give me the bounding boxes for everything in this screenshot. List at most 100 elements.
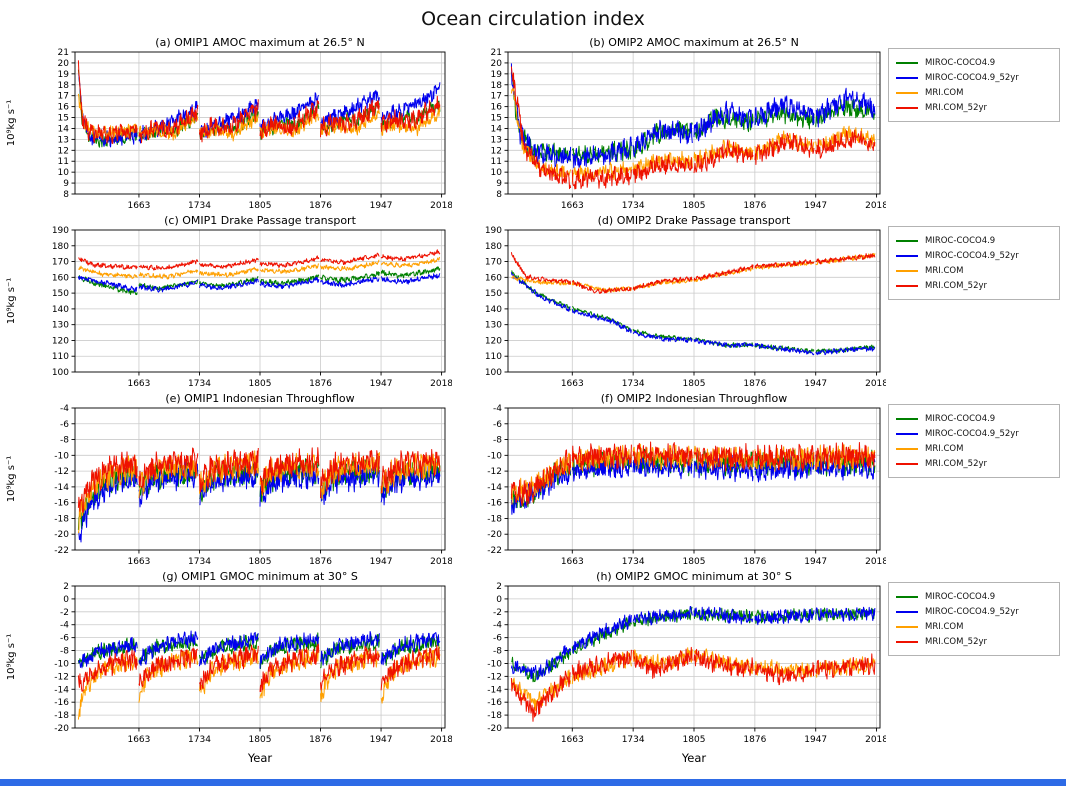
- legend-label: MIROC-COCO4.9: [925, 591, 996, 602]
- y-tick-label: -12: [487, 467, 502, 477]
- y-tick-label: 110: [485, 352, 502, 362]
- legend-line-swatch: [896, 432, 918, 435]
- y-tick-label: -18: [54, 711, 69, 721]
- legend-item: MIROC-COCO4.9: [896, 55, 1052, 70]
- y-tick-label: 140: [52, 305, 69, 315]
- y-tick-label: -8: [493, 647, 502, 657]
- y-tick-label: 130: [485, 321, 502, 331]
- y-axis: -22 -20 -18 -16 -14 -12 -10 -8 -6 -4: [54, 404, 75, 556]
- legend-line-swatch: [896, 447, 918, 450]
- x-tick-label: 1805: [249, 557, 272, 567]
- x-tick-label: 1805: [249, 201, 272, 211]
- y-tick-label: 0: [496, 595, 502, 605]
- x-tick-label: 1734: [188, 379, 211, 389]
- x-tick-label: 1947: [804, 379, 827, 389]
- plot-title: (b) OMIP2 AMOC maximum at 26.5° N: [589, 36, 799, 49]
- y-tick-label: -8: [493, 436, 502, 446]
- y-tick-label: -12: [487, 672, 502, 682]
- y-tick-label: 18: [58, 81, 70, 91]
- row-3: -22 -20 -18 -16 -14 -12 -10 -8 -6 -4 1663 1734 1805 1…: [0, 390, 1066, 568]
- y-tick-label: -22: [487, 546, 502, 556]
- y-tick-label: 160: [485, 273, 502, 283]
- x-axis: 1663 1734 1805 1876 1947 2018: [127, 728, 453, 745]
- y-tick-label: -20: [54, 724, 69, 734]
- x-tick-label: 1876: [309, 557, 332, 567]
- x-tick-label: 1876: [743, 379, 766, 389]
- y-tick-label: -4: [60, 621, 69, 631]
- subplot-b: 8 9 10 11 12 13 14 15 16 17 18 19 20 21 1663 1734 1805 18…: [460, 34, 889, 215]
- y-tick-label: -2: [493, 608, 502, 618]
- plot-title: (c) OMIP1 Drake Passage transport: [164, 214, 356, 227]
- legend-line-swatch: [896, 417, 918, 420]
- grid: [75, 229, 445, 373]
- series-MRI.COM_52yr: [77, 447, 441, 514]
- series-MRI.COM: [78, 256, 441, 280]
- legend-label: MIROC-COCO4.9: [925, 413, 996, 424]
- y-tick-label: -6: [60, 420, 69, 430]
- series-MIROC-COCO4.9_52yr: [510, 272, 876, 356]
- x-axis-label: Year: [681, 751, 707, 765]
- subplot-c: 100 110 120 130 140 150 160 170 180 190 1663 1734 18…: [0, 212, 453, 393]
- y-tick-label: -4: [60, 404, 69, 414]
- legend-label: MIROC-COCO4.9: [925, 57, 996, 68]
- x-tick-label: 1734: [188, 201, 211, 211]
- series-MIROC-COCO4.9_52yr: [77, 273, 441, 293]
- y-axis: 100 110 120 130 140 150 160 170 180 190: [52, 226, 75, 378]
- bottom-accent-bar: [0, 779, 1066, 786]
- y-tick-label: 21: [58, 48, 69, 58]
- y-tick-label: -10: [54, 659, 69, 669]
- plot-area: [510, 63, 876, 190]
- series-MRI.COM_52yr: [510, 66, 876, 190]
- series-MRI.COM_52yr: [78, 249, 441, 271]
- legend-item: MIROC-COCO4.9: [896, 233, 1052, 248]
- y-tick-label: 2: [496, 582, 502, 592]
- y-tick-label: 20: [58, 59, 70, 69]
- legend-row-3: MIROC-COCO4.9 MIROC-COCO4.9_52yr MRI.COM MR…: [888, 404, 1060, 478]
- subplot-f: -22 -20 -18 -16 -14 -12 -10 -8 -6 -4 1663 1734 1805 1…: [460, 390, 888, 571]
- plot-area: [77, 447, 441, 543]
- x-tick-label: 1947: [370, 379, 393, 389]
- y-axis-label: 10⁹kg s⁻¹: [6, 456, 17, 503]
- y-tick-label: -14: [487, 685, 502, 695]
- y-tick-label: -18: [487, 711, 502, 721]
- y-tick-label: 15: [58, 114, 69, 124]
- subplot-e: -22 -20 -18 -16 -14 -12 -10 -8 -6 -4 1663 1734 1805 1…: [0, 390, 453, 571]
- plot-area: [77, 630, 441, 720]
- y-tick-label: -16: [54, 698, 69, 708]
- y-tick-label: 16: [491, 103, 503, 113]
- x-tick-label: 1876: [309, 735, 332, 745]
- legend-line-swatch: [896, 610, 918, 613]
- y-tick-label: 180: [485, 242, 502, 252]
- x-tick-label: 1663: [561, 735, 584, 745]
- x-tick-label: 2018: [430, 557, 452, 567]
- legend-label: MRI.COM_52yr: [925, 636, 987, 647]
- y-tick-label: 190: [485, 226, 502, 236]
- y-axis-label: 10⁹kg s⁻¹: [6, 634, 17, 681]
- x-tick-label: 1876: [743, 201, 766, 211]
- y-tick-label: 170: [485, 258, 502, 268]
- plot-title: (e) OMIP1 Indonesian Throughflow: [165, 392, 354, 405]
- y-tick-label: 14: [491, 124, 503, 134]
- x-tick-label: 1734: [622, 201, 645, 211]
- y-axis-label: 10⁹kg s⁻¹: [6, 100, 17, 147]
- figure-title: Ocean circulation index: [421, 8, 645, 30]
- legend-item: MIROC-COCO4.9_52yr: [896, 426, 1052, 441]
- y-tick-label: -18: [54, 514, 69, 524]
- x-tick-label: 1734: [188, 735, 211, 745]
- y-tick-label: -6: [60, 634, 69, 644]
- legend-label: MIROC-COCO4.9_52yr: [925, 250, 1019, 261]
- subplot-a: 8 9 10 11 12 13 14 15 16 17 18 19 20 21 1663 1734 1805 18…: [0, 34, 453, 215]
- x-tick-label: 1947: [370, 557, 393, 567]
- x-tick-label: 1663: [561, 379, 584, 389]
- y-tick-label: -10: [54, 451, 69, 461]
- y-tick-label: 130: [52, 321, 69, 331]
- x-tick-label: 2018: [865, 201, 886, 211]
- row-1: 8 9 10 11 12 13 14 15 16 17 18 19 20 21 1663 1734 1805 18…: [0, 34, 1066, 212]
- legend-item: MIROC-COCO4.9: [896, 411, 1052, 426]
- x-tick-label: 1947: [370, 735, 393, 745]
